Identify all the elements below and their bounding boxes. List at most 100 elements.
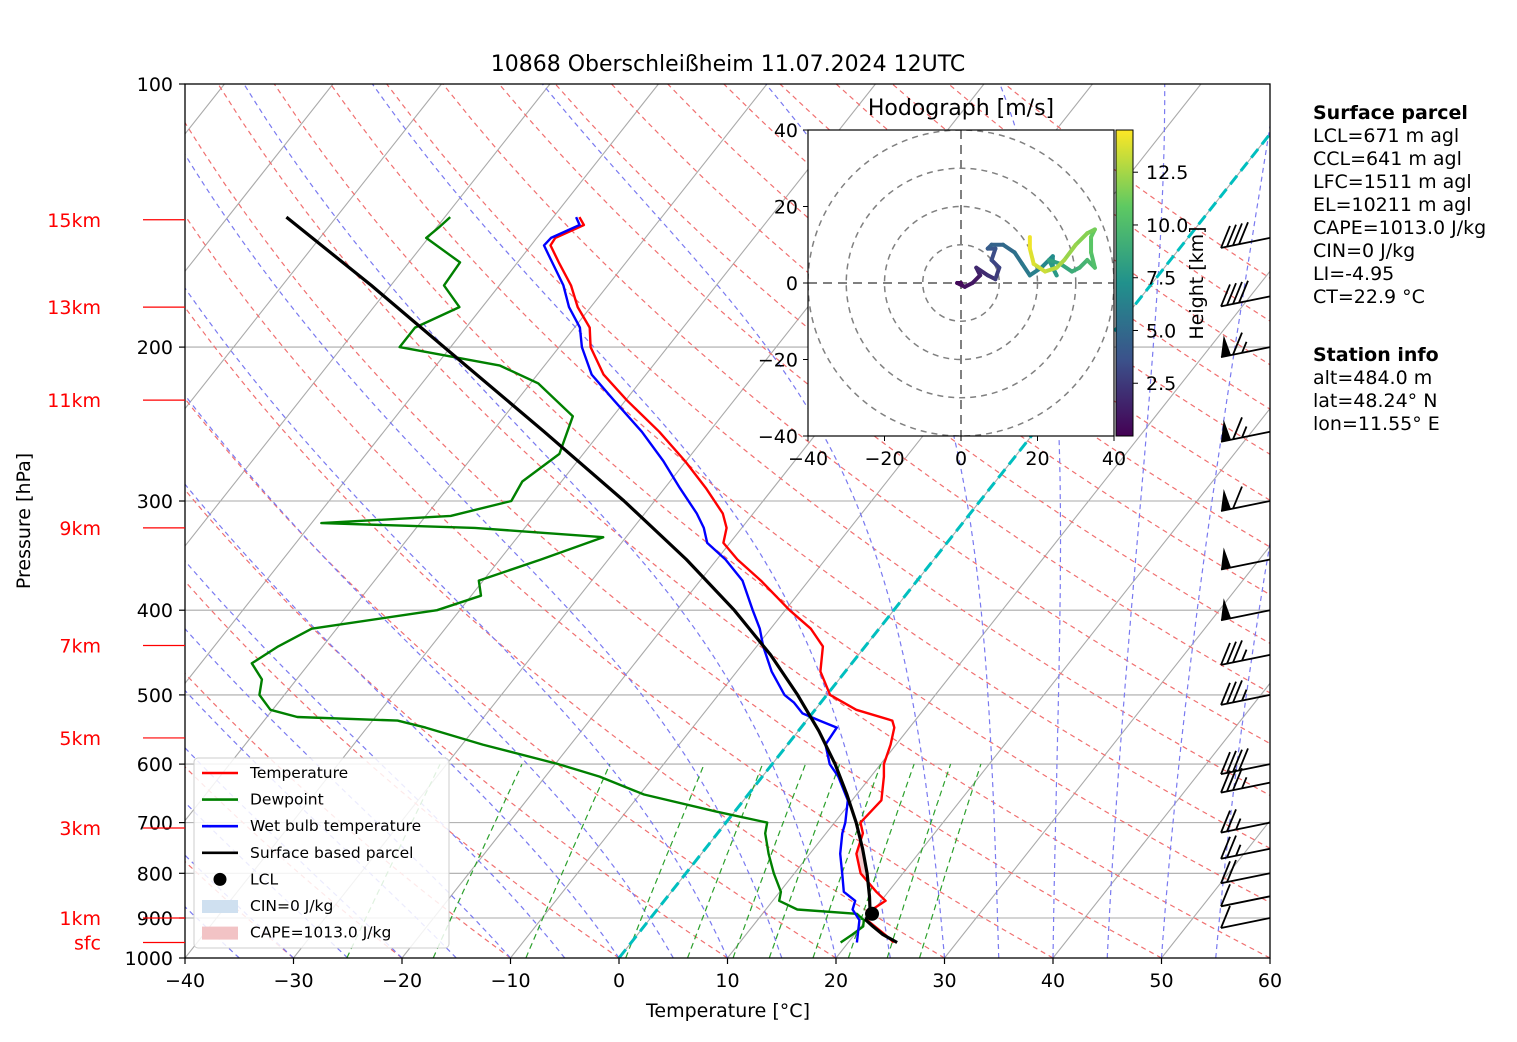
legend-label: Surface based parcel [250,844,413,862]
barb-feather [1238,221,1249,245]
isotherm-line [944,545,1270,958]
x-tick-label: 60 [1258,970,1282,992]
height-label: 9km [59,518,101,540]
y-tick-label: 700 [137,813,173,835]
hodograph-y-tick-label: 0 [786,273,798,295]
mixing-ratio-line [918,763,982,958]
isotherm-line [727,270,1270,958]
barb-feather [1220,860,1231,884]
barb-half-feather [1241,426,1248,438]
legend-label: CIN=0 J/kg [250,897,333,915]
x-tick-label: 10 [715,970,739,992]
barb-feather [1226,282,1237,306]
dry-adiabat [330,84,1270,849]
hodograph-segment [1062,242,1078,263]
colorbar-tick-label: 10.0 [1146,215,1188,237]
x-axis-label: Temperature [°C] [645,1000,810,1022]
hodograph-y-tick-label: −20 [758,350,798,372]
wind-barb [1220,809,1271,834]
barb-feather [1232,223,1243,246]
barb-staff [1220,895,1271,908]
barb-feather [1232,640,1243,663]
surface-parcel-panel: Surface parcel LCL=671 m agl CCL=641 m a… [1313,102,1486,309]
colorbar [1115,129,1134,437]
hodograph-rings [808,130,1114,436]
wind-barb [1220,767,1271,794]
hodograph-segment [974,265,990,278]
mixing-ratio-line [812,763,882,958]
wind-barb [1220,905,1271,929]
x-tick-label: −40 [165,970,205,992]
barb-feather [1220,883,1231,907]
barb-feather [1232,281,1243,305]
parcel-line: CAPE=1013.0 J/kg [1313,217,1487,239]
hodograph-segment [1012,250,1025,266]
wind-barb [1220,748,1271,775]
temperature-line [549,216,896,944]
y-tick-label: 200 [137,337,173,359]
barb-feather [1226,750,1237,774]
hodograph-x-tick-label: 20 [1025,448,1049,470]
hodograph-y-tick-label: 40 [774,120,798,142]
barb-staff [1220,781,1271,794]
barb-feather [1226,641,1237,665]
dry-adiabat [723,84,1270,501]
moist-adiabat [185,627,511,958]
barb-half-feather [1241,341,1248,354]
moist-adiabat [371,84,891,958]
barb-feather [1220,642,1231,666]
barb-feather [1226,769,1237,792]
colorbar-tick-label: 7.5 [1146,268,1176,290]
colorbar-label: Height [km] [1186,226,1208,339]
hodograph-y-tick-label: −40 [758,426,798,448]
station-info-panel: Station info alt=484.0 m lat=48.24° N lo… [1313,344,1440,436]
hodograph-x-tick-label: 40 [1102,448,1126,470]
barb-feather [1232,417,1243,440]
wind-barb [1220,598,1271,622]
dry-adiabat [185,214,1054,958]
barb-half-feather [1241,689,1248,701]
x-tick-label: 30 [932,970,956,992]
hodograph-segment [1073,231,1090,247]
x-tick-label: −10 [490,970,530,992]
moist-adiabat [185,560,566,958]
isotherm-line [185,84,334,273]
hodograph-x-tick-label: −40 [788,448,828,470]
height-label: 1km [59,908,101,930]
height-label: 11km [47,390,101,412]
height-label: 15km [47,210,101,232]
moist-adiabat [765,84,1000,958]
barb-staff [1220,346,1271,358]
legend-swatch [213,872,227,886]
dry-adiabat [185,488,728,958]
wind-barb [1220,486,1271,512]
legend-label: CAPE=1013.0 J/kg [250,924,391,942]
mixing-ratio-line [886,763,952,958]
chart-title: 10868 Oberschleißheim 11.07.2024 12UTC [491,52,966,77]
height-label: sfc [74,933,101,955]
parcel-line: LFC=1511 m agl [1313,171,1472,193]
x-tick-label: 0 [613,970,625,992]
mixing-ratio-line [768,763,841,958]
hodograph-segment [1031,261,1048,274]
barb-feather [1232,486,1243,509]
barb-half-feather [1241,649,1248,661]
isotherm-line [185,84,659,685]
barb-staff [1220,694,1271,706]
moist-adiabat [243,84,837,958]
x-tick-label: 50 [1149,970,1173,992]
y-tick-label: 600 [137,754,173,776]
parcel-line: CCL=641 m agl [1313,148,1462,170]
barb-staff [1220,654,1271,666]
moist-adiabat [1106,84,1166,958]
colorbar-tick-label: 12.5 [1146,162,1188,184]
moist-adiabat [185,689,457,958]
wind-barb [1220,883,1271,908]
surface-parcel-heading: Surface parcel [1313,102,1468,124]
height-label: 7km [59,636,101,658]
x-tick-label: 20 [824,970,848,992]
hodograph-segment [1089,250,1097,270]
legend-label: Temperature [249,764,348,782]
barb-feather [1220,682,1231,706]
mixing-ratio-line [625,763,705,958]
